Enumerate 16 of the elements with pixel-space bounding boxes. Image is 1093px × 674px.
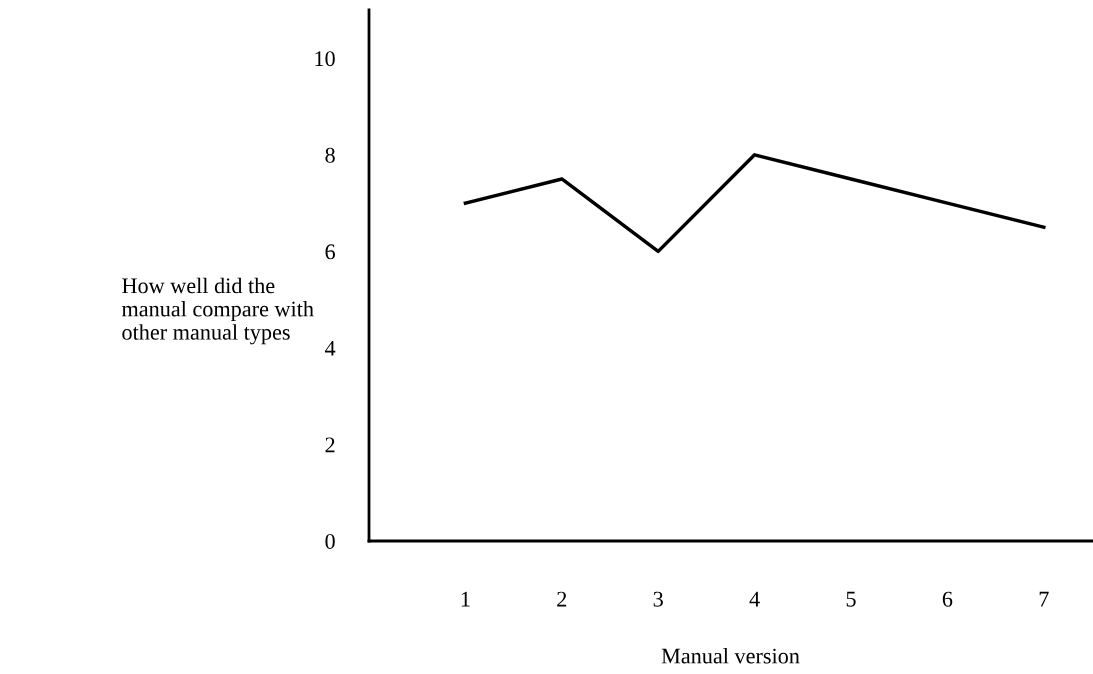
x-tick-label: 4 (749, 591, 760, 607)
x-tick-label: 7 (1039, 591, 1049, 607)
y-tick-label: 0 (325, 533, 335, 549)
x-tick-label: 6 (942, 591, 953, 607)
x-tick-label: 5 (846, 591, 856, 607)
x-tick-label: 3 (653, 591, 663, 607)
x-tick-label: 2 (557, 591, 567, 607)
y-axis-title: How well did the manual compare with other manual types (121, 277, 314, 345)
x-axis-title: Manual version (661, 647, 800, 664)
y-tick-label: 6 (325, 244, 335, 260)
y-tick-label: 10 (315, 51, 335, 67)
y-tick-label: 2 (325, 437, 335, 453)
y-tick-label: 8 (325, 147, 335, 163)
line-series (463, 153, 1046, 254)
x-tick-label: 1 (461, 591, 470, 607)
y-tick-label: 4 (324, 340, 336, 356)
